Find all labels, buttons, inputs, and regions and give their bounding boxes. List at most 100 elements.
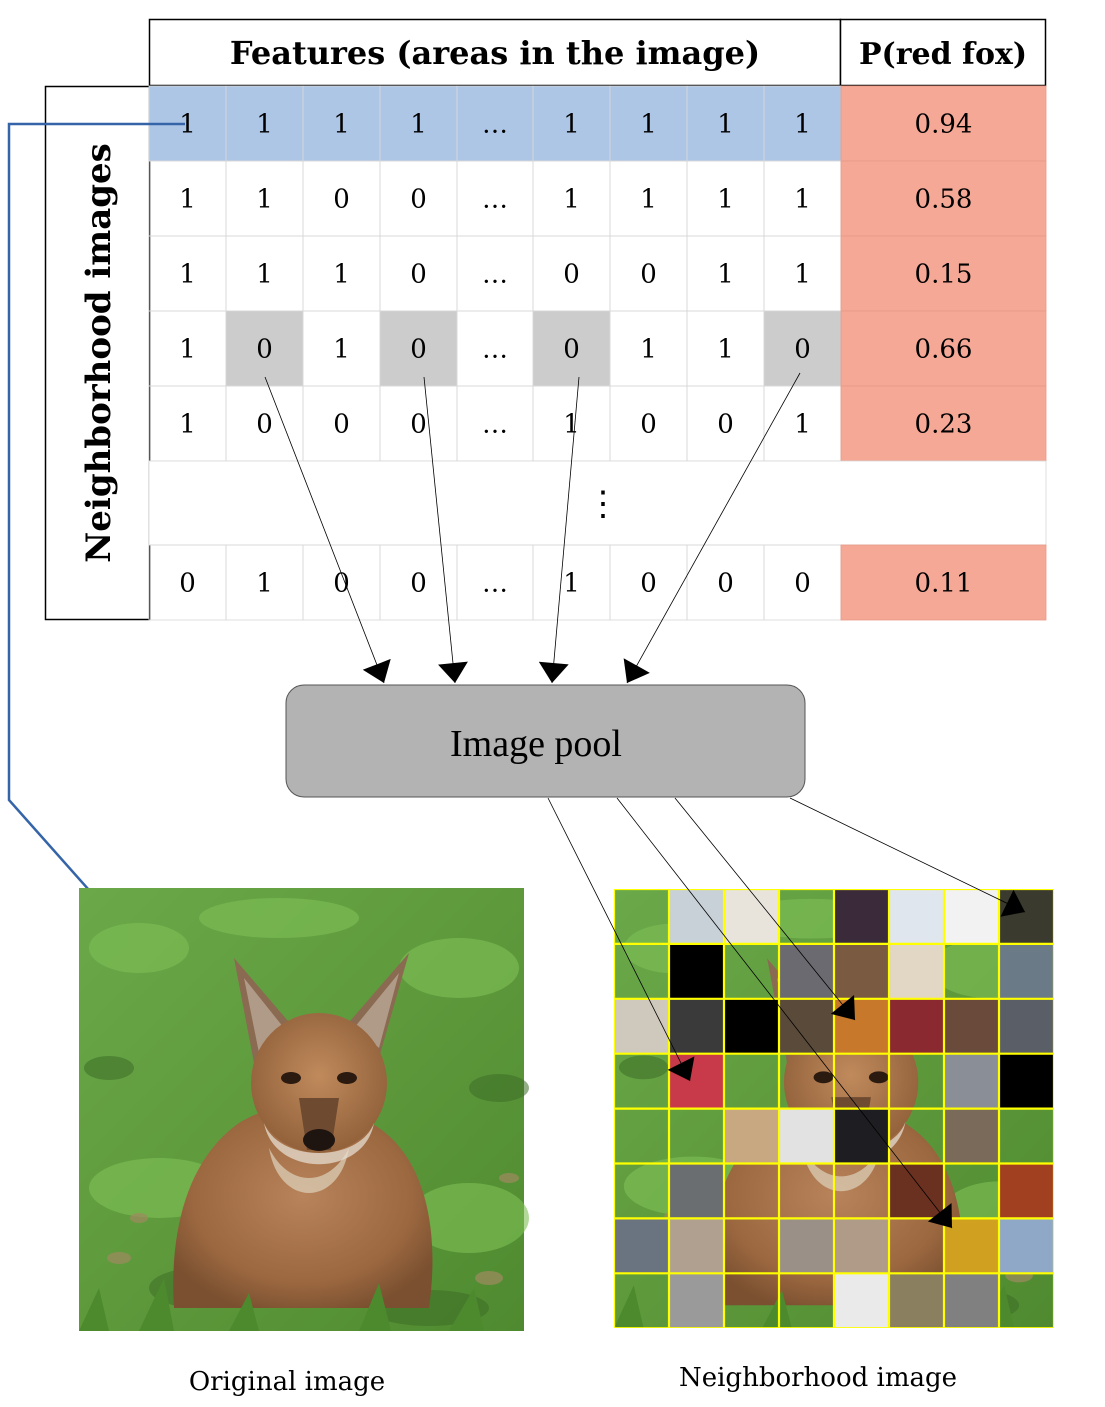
feature-cell: 1 <box>563 569 580 599</box>
replaced-patch <box>724 1108 779 1164</box>
image-pool-label: Image pool <box>450 723 622 765</box>
probability-cell-bg <box>840 544 1047 621</box>
feature-cell: … <box>482 110 508 140</box>
feature-cell: 1 <box>794 185 811 215</box>
feature-cell: 0 <box>333 410 350 440</box>
replaced-patch <box>669 998 724 1054</box>
probability-cell: 0.15 <box>915 260 973 290</box>
zero-feature-highlight <box>764 311 841 386</box>
feature-cell: 0 <box>410 185 427 215</box>
feature-cell: 0 <box>640 410 657 440</box>
replaced-patch <box>779 943 834 999</box>
arrow-feature-4-to-pool <box>423 376 468 684</box>
probability-cell-bg <box>840 385 1047 462</box>
replaced-patch <box>669 889 724 944</box>
feature-cell: 1 <box>794 110 811 140</box>
replaced-patch <box>834 998 889 1054</box>
feature-cell: 0 <box>410 335 427 365</box>
feature-cell: 0 <box>563 260 580 290</box>
arrow-pool-to-patch-1 <box>547 797 695 1082</box>
feature-cell: 1 <box>179 185 196 215</box>
feature-cell: 1 <box>640 110 657 140</box>
replaced-patch <box>999 1218 1054 1274</box>
feature-cell: 1 <box>256 260 273 290</box>
zero-feature-highlight <box>226 311 303 386</box>
feature-cell: 1 <box>794 410 811 440</box>
arrows-to-pool <box>264 372 801 684</box>
feature-cell: 1 <box>717 260 734 290</box>
probability-cell: 0.66 <box>915 335 973 365</box>
feature-cell: 0 <box>640 260 657 290</box>
table-row: 0 1 0 0 … 1 0 0 0 0.11 <box>148 544 1047 621</box>
arrow-pool-to-patch-2 <box>616 797 953 1229</box>
feature-cell: 0 <box>333 185 350 215</box>
ellipsis-row-bg <box>148 460 1047 546</box>
replaced-patch <box>889 998 944 1054</box>
table-row: 1 0 1 0 … 0 1 1 0 0.66 <box>148 310 1047 387</box>
feature-cell: 1 <box>640 185 657 215</box>
table-row: 1 1 1 0 … 0 0 1 1 0.15 <box>148 235 1047 312</box>
feature-cell: 1 <box>333 335 350 365</box>
feature-cell: 0 <box>410 569 427 599</box>
feature-cell: … <box>482 260 508 290</box>
highlight-row-bg <box>149 86 841 161</box>
probability-cell-bg <box>840 160 1047 237</box>
arrow-pool-to-patch-3 <box>674 797 856 1021</box>
arrow-feature-9-to-pool <box>623 372 801 684</box>
feature-cell: … <box>482 410 508 440</box>
replaced-patch <box>669 943 724 999</box>
feature-cell: 1 <box>563 410 580 440</box>
replaced-patch <box>999 943 1054 999</box>
image-pool: Image pool <box>285 684 806 798</box>
feature-cell: 0 <box>717 569 734 599</box>
feature-cell: 1 <box>256 569 273 599</box>
replaced-patch <box>944 1218 999 1274</box>
neighborhood-image <box>614 889 1054 1328</box>
replaced-patch <box>944 1273 999 1328</box>
feature-cell: 0 <box>333 569 350 599</box>
probability-cell-bg <box>840 235 1047 312</box>
probability-cell-bg <box>840 85 1047 162</box>
replaced-patch <box>669 1273 724 1328</box>
feature-cell: 0 <box>563 335 580 365</box>
feature-cell: 1 <box>256 185 273 215</box>
replaced-patch <box>999 1163 1054 1219</box>
arrows-pool-to-neighborhood <box>547 797 1026 1229</box>
feature-cell: 1 <box>563 185 580 215</box>
feature-cell: 0 <box>256 335 273 365</box>
table-row: 1 1 1 1 … 1 1 1 1 0.94 <box>148 85 1047 162</box>
feature-cell: 1 <box>717 335 734 365</box>
row-header: Neighborhood images <box>44 85 151 621</box>
feature-cell: 1 <box>179 110 196 140</box>
probability-header-box <box>839 18 1047 87</box>
feature-cell: 1 <box>563 110 580 140</box>
feature-cell: 0 <box>794 335 811 365</box>
replaced-patch <box>834 1108 889 1164</box>
image-pool-box <box>285 684 806 798</box>
replaced-patch <box>724 889 779 944</box>
replaced-patch <box>834 943 889 999</box>
probability-cell: 0.94 <box>915 110 973 140</box>
feature-cell: 1 <box>333 260 350 290</box>
feature-table: 1 1 1 1 … 1 1 1 1 0.94 1 1 0 0 … 1 1 1 1 0.58 1 1 1 0 … 0 0 1 1 0.15 1… <box>148 85 1047 621</box>
zero-feature-highlight <box>380 311 457 386</box>
feature-cell: 0 <box>410 410 427 440</box>
original-image-caption: Original image <box>189 1367 385 1397</box>
replaced-patch <box>944 889 999 944</box>
replaced-patch <box>999 1053 1054 1109</box>
replaced-patch <box>669 1218 724 1274</box>
replaced-patch <box>999 998 1054 1054</box>
probability-header: P(red fox) <box>859 37 1027 72</box>
replaced-patch <box>889 1273 944 1328</box>
probability-cell: 0.58 <box>915 185 973 215</box>
replaced-patch <box>999 889 1054 944</box>
replaced-patch <box>779 998 834 1054</box>
replaced-patch <box>944 1053 999 1109</box>
replaced-patch <box>889 943 944 999</box>
feature-cell: 1 <box>179 410 196 440</box>
row-header-label: Neighborhood images <box>79 143 119 563</box>
table-row: 1 0 0 0 … 1 0 0 1 0.23 <box>148 385 1047 462</box>
feature-cell: 1 <box>640 335 657 365</box>
feature-cell: 1 <box>333 110 350 140</box>
